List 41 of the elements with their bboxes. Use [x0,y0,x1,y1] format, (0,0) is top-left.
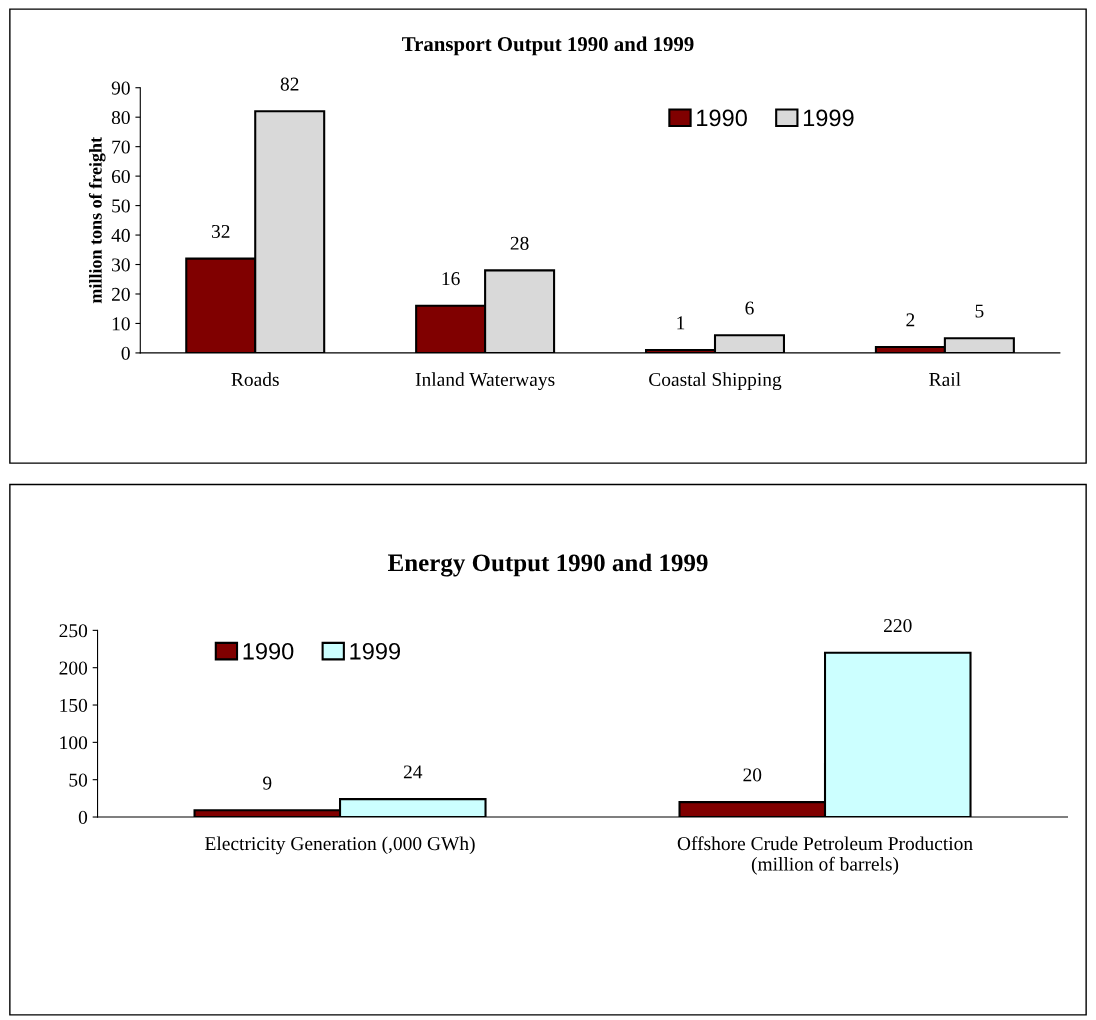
data-label: 24 [403,765,423,779]
legend-label: 1999 [350,642,400,660]
y-tick-label: 0 [121,346,130,360]
y-tick-label: 80 [111,111,130,125]
y-tick-label: 30 [112,258,130,272]
data-label: 16 [442,272,460,286]
y-tick-label: 50 [69,773,88,787]
y-tick-label: 150 [60,698,88,712]
y-tick-label: 0 [78,810,88,824]
legend-label: 1999 [803,109,854,127]
data-label: 5 [975,304,984,318]
y-tick-label: 100 [60,736,88,750]
data-label: 9 [263,776,272,790]
data-label: 220 [884,619,912,633]
y-tick-label: 40 [111,228,130,242]
x-tick-label: Roads [231,372,279,387]
y-tick-label: 10 [112,317,130,331]
legend-label: 1990 [697,109,747,127]
y-tick-label: 250 [59,624,88,638]
data-label: 1 [677,316,685,330]
y-tick-label: 70 [112,140,130,154]
chart-title: Transport Output 1990 and 1999 [402,36,694,56]
y-tick-label: 90 [111,81,130,95]
x-tick-label: Rail [929,372,961,387]
data-label: 20 [743,768,762,782]
data-label: 32 [211,224,230,239]
legend-label: 1990 [243,642,294,660]
y-tick-label: 200 [59,661,88,675]
x-tick-label: Offshore Crude Petroleum Production (million of barrels) [677,836,973,875]
data-label: 82 [280,77,299,91]
y-tick-label: 50 [112,199,130,213]
y-tick-label: 20 [111,287,130,301]
data-label: 6 [745,301,754,315]
x-tick-label: Electricity Generation (,000 GWh) [205,836,475,855]
y-tick-label: 60 [111,169,130,184]
chart-title: Energy Output 1990 and 1999 [387,553,708,577]
x-tick-label: Coastal Shipping [649,372,782,391]
data-label: 2 [906,313,915,327]
data-label: 28 [510,236,529,250]
x-tick-label: Inland Waterways [415,372,555,391]
y-axis-title: million tons of freight [88,137,106,304]
